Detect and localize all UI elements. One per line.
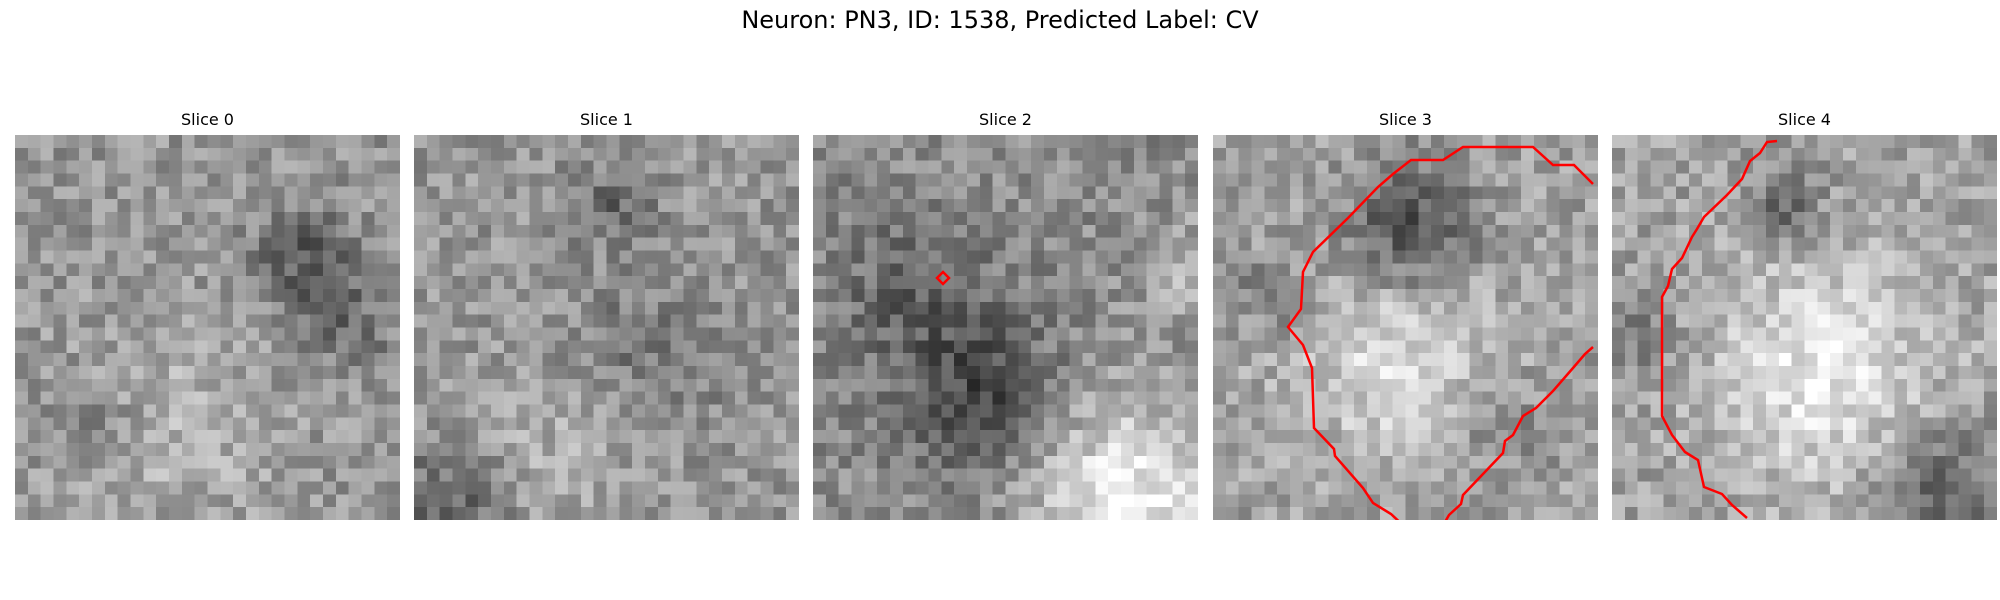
diamond-marker bbox=[935, 270, 951, 286]
contour-overlay bbox=[1660, 139, 1778, 519]
contour-overlay bbox=[1286, 145, 1594, 520]
slice-panel-3: Slice 3 bbox=[1213, 108, 1598, 520]
slice-title: Slice 1 bbox=[580, 110, 633, 129]
slice-title: Slice 2 bbox=[979, 110, 1032, 129]
slice-title: Slice 4 bbox=[1778, 110, 1831, 129]
slice-image bbox=[1612, 135, 1997, 520]
slice-image bbox=[15, 135, 400, 520]
segmentation-contour bbox=[1286, 145, 1594, 520]
marker-overlay bbox=[935, 270, 951, 286]
slice-image bbox=[414, 135, 799, 520]
segmentation-contour bbox=[1444, 346, 1594, 520]
slice-image bbox=[813, 135, 1198, 520]
slice-panel-0: Slice 0 bbox=[15, 108, 400, 520]
slice-image bbox=[1213, 135, 1598, 520]
figure-title: Neuron: PN3, ID: 1538, Predicted Label: … bbox=[741, 6, 1259, 34]
slice-panel-1: Slice 1 bbox=[414, 108, 799, 520]
segmentation-contour bbox=[1660, 139, 1778, 519]
slice-panel-2: Slice 2 bbox=[813, 108, 1198, 520]
slice-title: Slice 3 bbox=[1379, 110, 1432, 129]
slice-panel-4: Slice 4 bbox=[1612, 108, 1997, 520]
slice-title: Slice 0 bbox=[181, 110, 234, 129]
